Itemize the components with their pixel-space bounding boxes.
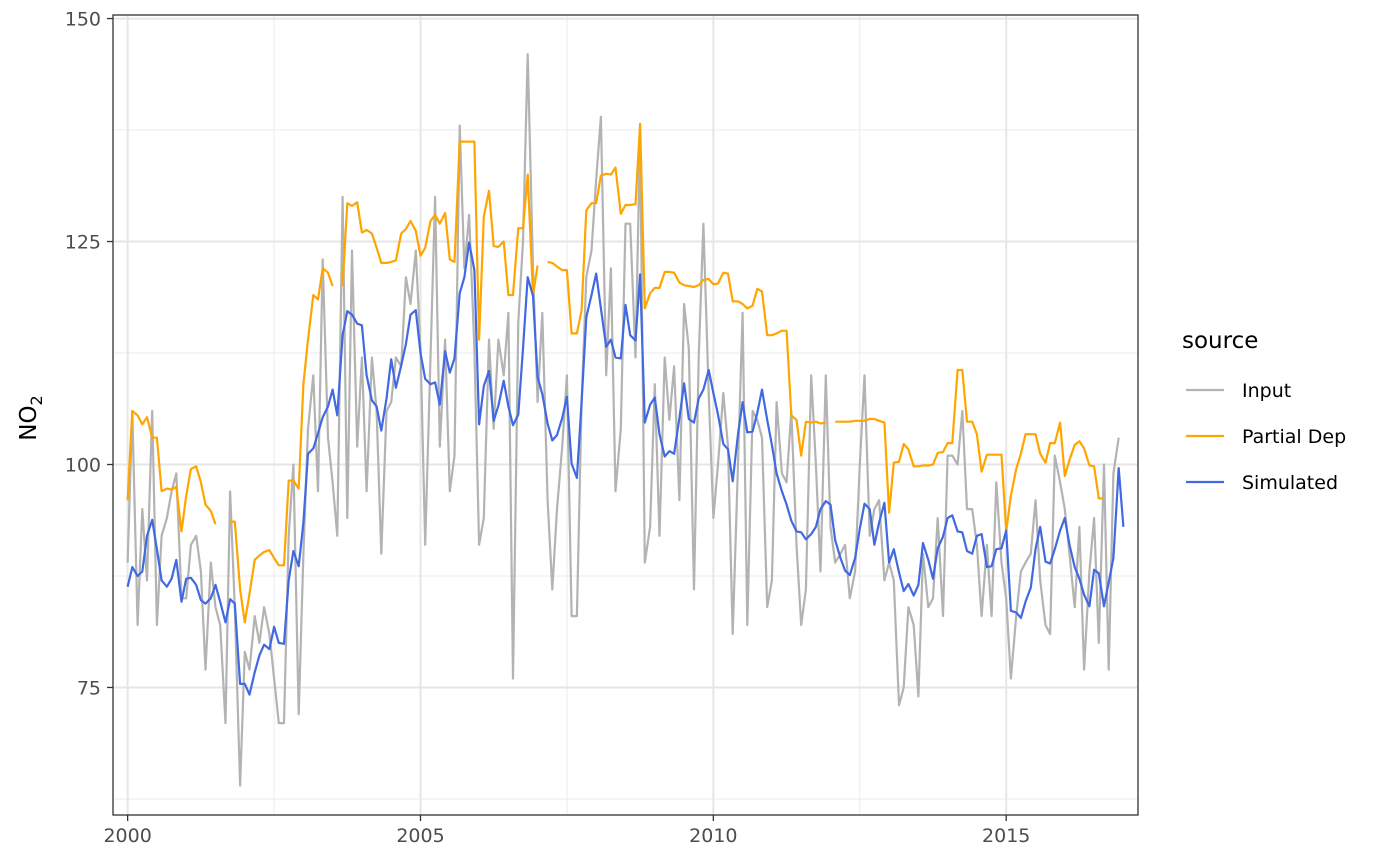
y-axis-title-subscript: 2	[27, 395, 46, 405]
y-tick-label: 150	[65, 9, 101, 31]
legend-label-simulated: Simulated	[1242, 472, 1338, 494]
y-tick-label: 100	[65, 454, 101, 476]
x-tick-label: 2015	[982, 825, 1030, 847]
x-tick-label: 2000	[103, 825, 151, 847]
series-line-partial-dep	[126, 122, 1104, 624]
legend-label-partial-dep: Partial Dep	[1242, 426, 1346, 448]
x-axis: 2000 2005 2010 2015	[103, 815, 1030, 847]
y-tick-label: 75	[77, 677, 101, 699]
plot-panel-background	[113, 15, 1138, 815]
legend: source Input Partial Dep Simulated	[1182, 328, 1346, 494]
minor-gridlines	[113, 15, 1138, 815]
y-axis-title-main: NO	[16, 405, 42, 440]
series-lines	[126, 53, 1125, 787]
y-axis: 75 100 125 150	[65, 9, 113, 699]
plot-panel-border	[112, 14, 1139, 816]
series-line-simulated	[126, 241, 1125, 696]
legend-items: Input Partial Dep Simulated	[1186, 380, 1346, 494]
y-axis-title: NO2	[16, 395, 46, 441]
y-tick-label: 125	[65, 232, 101, 254]
legend-title: source	[1182, 328, 1258, 354]
x-tick-label: 2010	[689, 825, 737, 847]
x-tick-label: 2005	[396, 825, 444, 847]
legend-label-input: Input	[1242, 380, 1291, 402]
